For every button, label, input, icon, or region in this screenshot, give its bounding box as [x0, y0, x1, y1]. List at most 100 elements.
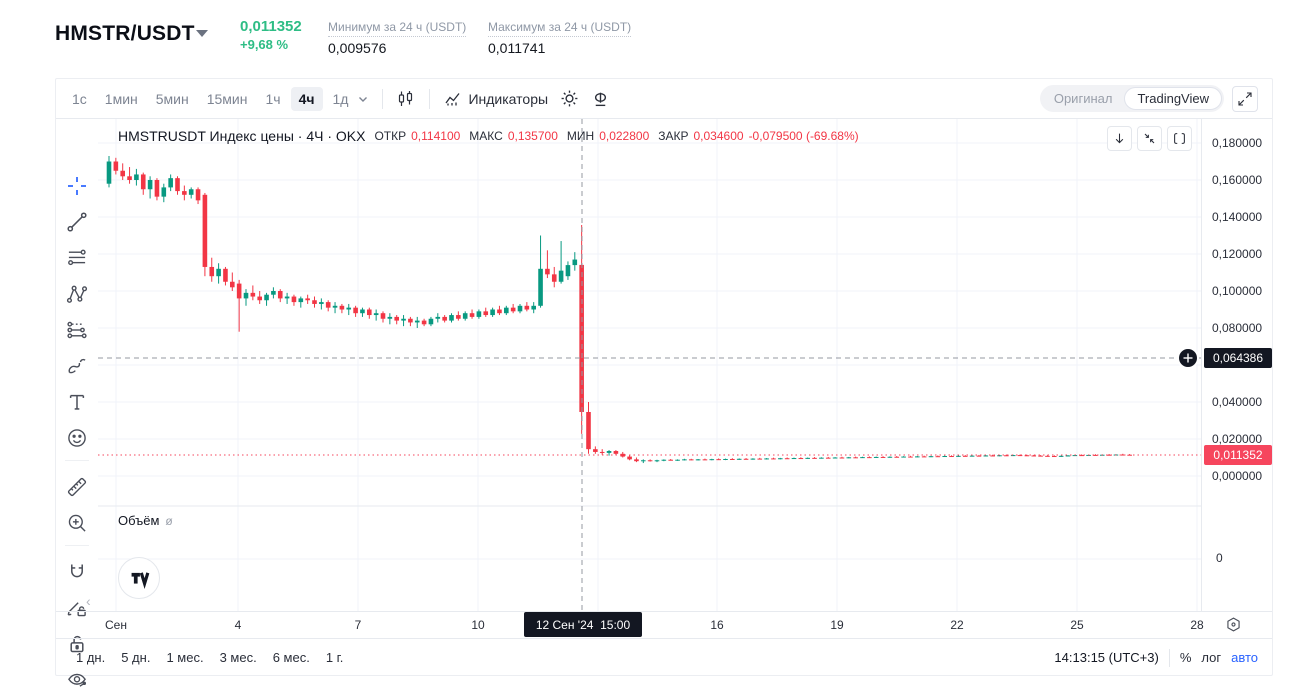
chart-main: HMSTRUSDT Индекс цены · 4Ч · OKX ОТКР 0,… — [56, 119, 1274, 687]
horizontal-lines-tool-icon[interactable] — [66, 247, 88, 269]
arrow-down-icon — [1115, 133, 1124, 144]
price-tick-label: 0,040000 — [1212, 395, 1263, 409]
legend-open-label: ОТКР — [374, 129, 407, 143]
trendline-tool-icon[interactable] — [66, 211, 88, 233]
toolbar-collapse-chevron[interactable]: ‹ — [86, 593, 91, 609]
axis-settings-icon[interactable] — [1225, 616, 1242, 633]
interval-button-1мин[interactable]: 1мин — [104, 90, 138, 107]
log-scale-button[interactable]: лог — [1201, 650, 1222, 665]
tradingview-logo[interactable] — [118, 557, 160, 599]
interval-button-5мин[interactable]: 5мин — [155, 90, 189, 107]
zoom-in-tool-icon[interactable] — [66, 512, 88, 534]
indicators-icon — [445, 92, 460, 105]
interval-dropdown-chevron[interactable] — [356, 92, 370, 106]
maximize-icon — [1174, 133, 1185, 144]
range-button[interactable]: 3 мес. — [219, 650, 257, 665]
chart-canvas[interactable] — [98, 119, 1201, 611]
text-tool-icon[interactable] — [66, 391, 88, 413]
range-button[interactable]: 1 дн. — [76, 650, 106, 665]
interval-button-4ч[interactable]: 4ч — [290, 86, 323, 111]
price-scale[interactable]: 0,064386 0,011352 0,180000 0,160000 0,1400… — [1201, 119, 1274, 611]
last-price-label: 0,011352 — [1204, 445, 1272, 465]
pair-dropdown-caret[interactable] — [196, 30, 208, 37]
range-button[interactable]: 1 г. — [325, 650, 344, 665]
chart-legend: HMSTRUSDT Индекс цены · 4Ч · OKX ОТКР 0,… — [118, 128, 859, 144]
source-toggle: Оригинал TradingView — [1039, 85, 1224, 112]
collapse-icon — [1144, 133, 1155, 144]
maximize-pane-button[interactable] — [1167, 126, 1192, 151]
footer-right: 14:13:15 (UTC+3) % лог авто — [1054, 648, 1258, 667]
legend-high-label: МАКС — [469, 129, 503, 143]
footer-separator — [1168, 648, 1170, 667]
chart-toolbar: 1с 1мин 5мин 15мин 1ч 4ч 1д Индикаторы — [56, 79, 1272, 119]
legend-low-label: МИН — [566, 129, 595, 143]
time-tick-label: 4 — [234, 618, 242, 632]
toolbar-separator — [382, 88, 384, 109]
add-alert-plus-button[interactable] — [1177, 347, 1199, 369]
fullscreen-button[interactable] — [1232, 85, 1258, 112]
interval-button-1с[interactable]: 1с — [72, 90, 87, 107]
chart-pane[interactable]: HMSTRUSDT Индекс цены · 4Ч · OKX ОТКР 0,… — [98, 119, 1201, 611]
price-change: +9,68 % — [240, 37, 289, 52]
chart-widget: 1с 1мин 5мин 15мин 1ч 4ч 1д Индикаторы — [55, 78, 1274, 687]
interval-button-1д[interactable]: 1д — [332, 90, 349, 107]
time-tick-label: 25 — [1070, 618, 1084, 632]
chart-footer: 1 дн. 5 дн. 1 мес. 3 мес. 6 мес. 1 г. 14:13:1… — [56, 638, 1272, 676]
auto-scale-button[interactable]: авто — [1231, 650, 1258, 665]
candlestick-icon — [399, 90, 413, 106]
settings-gear-button[interactable] — [554, 85, 585, 112]
toolbar-separator — [429, 88, 431, 109]
price-tick-label: 0,140000 — [1212, 210, 1263, 224]
low-24h-label: Минимум за 24 ч (USDT) — [328, 20, 467, 37]
brush-tool-icon[interactable] — [66, 355, 88, 377]
clock-label[interactable]: 14:13:15 (UTC+3) — [1054, 650, 1159, 665]
crosshair-price-label: 0,064386 — [1204, 348, 1272, 368]
emoji-tool-icon[interactable] — [66, 427, 88, 449]
toolbar-right: Оригинал TradingView — [1039, 85, 1264, 112]
crosshair-tool-icon[interactable] — [66, 175, 88, 197]
ruler-tool-icon[interactable] — [66, 476, 88, 498]
volume-value-hidden-icon: ø — [165, 514, 173, 528]
interval-button-1ч[interactable]: 1ч — [265, 90, 281, 107]
scroll-down-button[interactable] — [1107, 126, 1132, 151]
price-tick-label: 0,120000 — [1212, 247, 1263, 261]
price-tick-label: 0,180000 — [1212, 136, 1263, 150]
volume-pane-label[interactable]: Объём ø — [118, 513, 173, 528]
high-24h-stat: Максимум за 24 ч (USDT) 0,011741 — [488, 18, 632, 56]
price-tick-label: 0,160000 — [1212, 173, 1263, 187]
percent-scale-button[interactable]: % — [1179, 650, 1192, 665]
tab-original[interactable]: Оригинал — [1053, 91, 1113, 106]
last-price: 0,011352 — [240, 18, 302, 35]
price-tick-label: 0,100000 — [1212, 284, 1263, 298]
fullscreen-icon — [1238, 91, 1252, 106]
legend-close-value: 0,034600 — [693, 129, 744, 143]
price-tick-label: 0,080000 — [1212, 321, 1263, 335]
drawing-lock-icon[interactable] — [66, 597, 88, 619]
magnet-tool-icon[interactable] — [66, 561, 88, 583]
crosshair-time-label: 12 Сен '24 15:00 — [524, 612, 642, 637]
range-button[interactable]: 1 мес. — [166, 650, 204, 665]
tools-divider — [65, 545, 89, 546]
header: HMSTR/USDT 0,011352 +9,68 % Минимум за 2… — [0, 0, 1297, 70]
legend-change-value: -0,079500 (-69.68%) — [748, 129, 859, 143]
interval-button-15мин[interactable]: 15мин — [206, 90, 248, 107]
hide-drawings-icon[interactable] — [66, 670, 88, 692]
range-button[interactable]: 6 мес. — [272, 650, 310, 665]
range-button[interactable]: 5 дн. — [121, 650, 151, 665]
time-tick-label: 16 — [710, 618, 724, 632]
interval-list: 1с 1мин 5мин 15мин 1ч 4ч 1д — [64, 86, 356, 111]
gear-icon — [561, 90, 578, 107]
price-tick-label: 0,020000 — [1212, 432, 1263, 446]
drawing-toolbar — [56, 119, 98, 687]
time-axis[interactable]: 28 25 22 19 16 10 7 4 Сен 12 Сен '24 15:00 — [56, 611, 1272, 638]
indicators-button[interactable]: Индикаторы — [438, 86, 554, 112]
tab-tradingview[interactable]: TradingView — [1124, 87, 1222, 110]
projection-tool-icon[interactable] — [66, 319, 88, 341]
low-24h-stat: Минимум за 24 ч (USDT) 0,009576 — [328, 18, 467, 56]
xabcd-pattern-tool-icon[interactable] — [66, 283, 88, 305]
scale-balance-button[interactable] — [585, 85, 616, 112]
collapse-pane-button[interactable] — [1137, 126, 1162, 151]
candle-style-button[interactable] — [391, 86, 421, 112]
tools-divider — [65, 460, 89, 461]
